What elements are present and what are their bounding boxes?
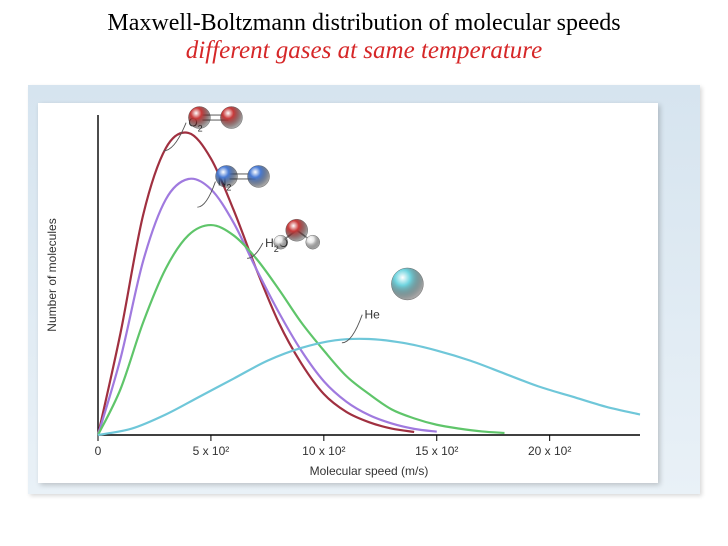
title-block: Maxwell-Boltzmann distribution of molecu… — [0, 0, 728, 77]
svg-text:Number of molecules: Number of molecules — [45, 218, 59, 331]
curve-He — [98, 339, 640, 435]
curve-H2O — [98, 225, 505, 435]
svg-text:20 x 10²: 20 x 10² — [528, 444, 571, 458]
svg-text:10 x 10²: 10 x 10² — [302, 444, 345, 458]
svg-text:Molecular speed (m/s): Molecular speed (m/s) — [310, 464, 429, 478]
title-line2: different gases at same temperature — [20, 37, 708, 65]
chart-frame: 0 5 x 10² 10 x 10² 15 x 10² 20 x 10² Molecula… — [28, 85, 700, 494]
svg-text:5 x 10²: 5 x 10² — [193, 444, 230, 458]
title-line1: Maxwell-Boltzmann distribution of molecu… — [20, 10, 708, 37]
label-He: He — [364, 308, 380, 322]
svg-text:15 x 10²: 15 x 10² — [415, 444, 458, 458]
chart-plot: 0 5 x 10² 10 x 10² 15 x 10² 20 x 10² Molecula… — [38, 103, 658, 483]
svg-text:0: 0 — [95, 444, 102, 458]
